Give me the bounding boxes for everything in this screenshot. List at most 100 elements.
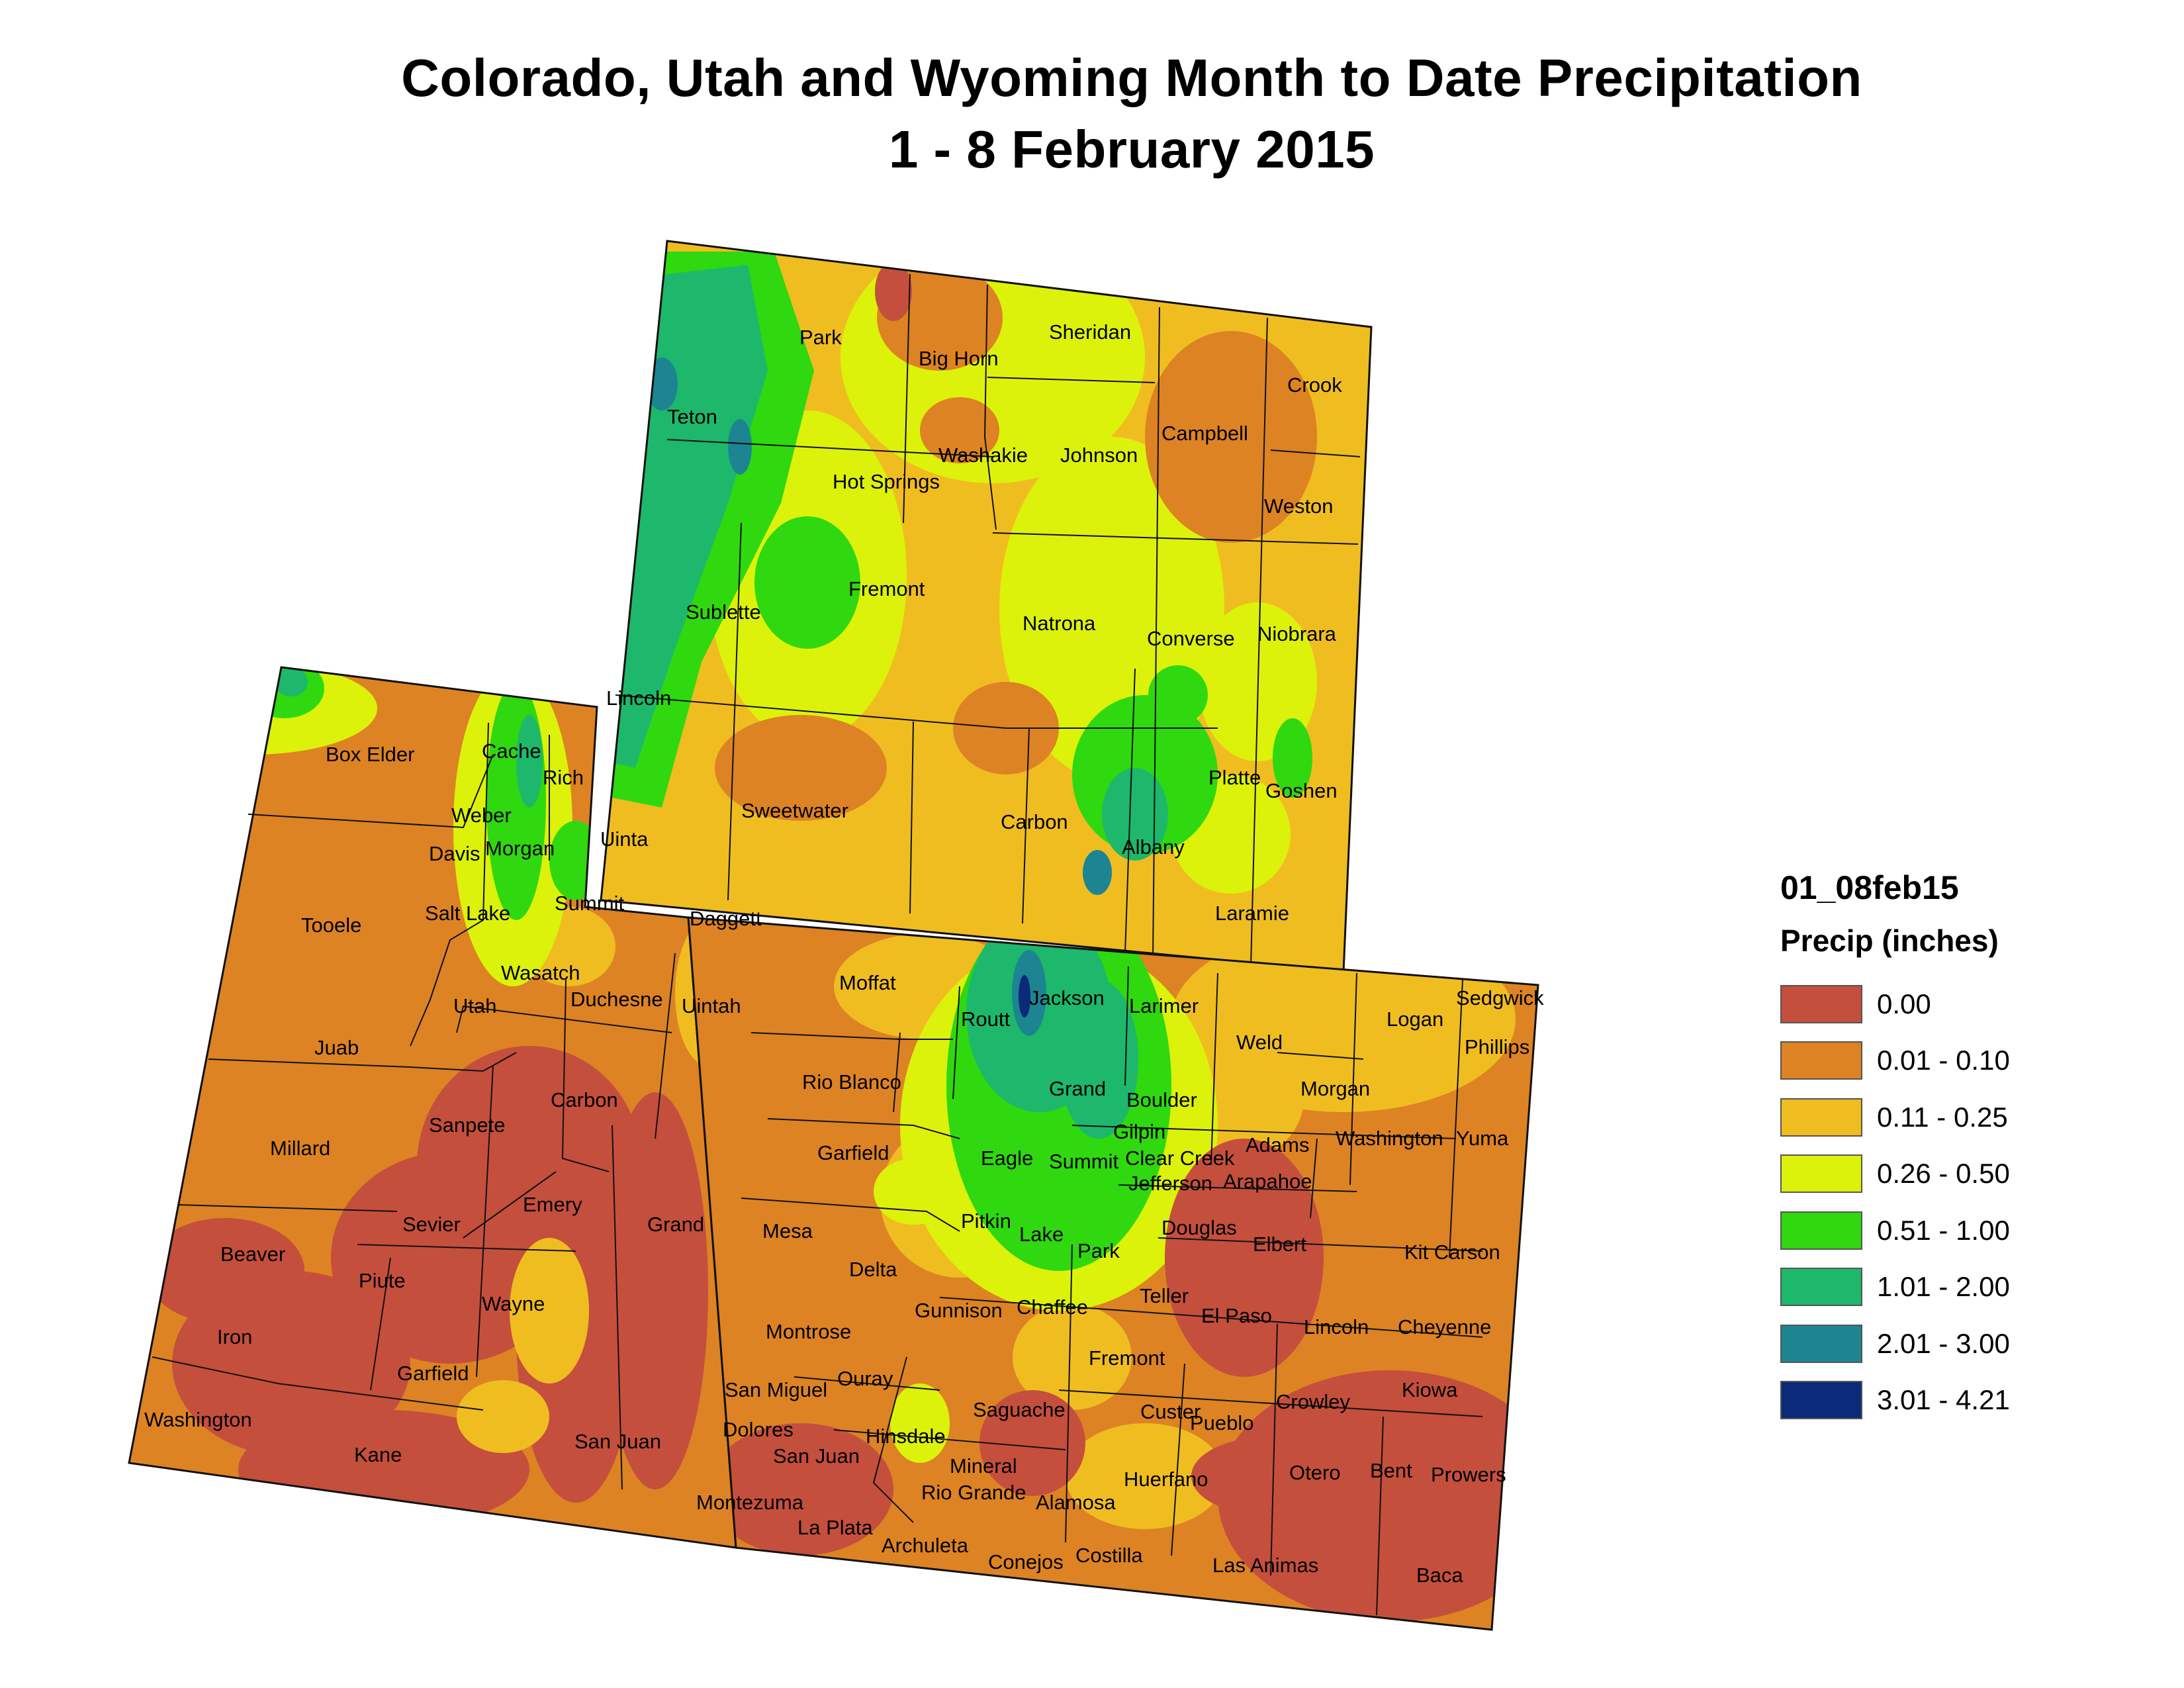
wyoming-state	[600, 240, 1373, 973]
county-label: Washington	[144, 1408, 252, 1431]
county-label: Carbon	[1001, 810, 1068, 833]
county-label: Crowley	[1276, 1390, 1350, 1413]
county-label: Iron	[217, 1325, 252, 1348]
county-label: Garfield	[817, 1141, 889, 1164]
county-label: Duchesne	[570, 988, 663, 1011]
map-subtitle: 1 - 8 February 2015	[888, 120, 1375, 179]
legend-field-name: Precip (inches)	[1780, 923, 1999, 958]
legend-item: 2.01 - 3.00	[1780, 1315, 2010, 1372]
county-label: Elbert	[1253, 1233, 1306, 1256]
county-label: Hinsdale	[866, 1425, 946, 1448]
county-label: Moffat	[839, 971, 896, 994]
county-label: Wasatch	[501, 961, 580, 984]
county-label: Park	[1077, 1239, 1120, 1262]
legend-label: 0.01 - 0.10	[1877, 1045, 2010, 1076]
county-label: Johnson	[1060, 444, 1138, 467]
county-label: Rio Blanco	[802, 1070, 901, 1094]
county-label: Morgan	[485, 837, 555, 860]
county-label: Piute	[359, 1269, 406, 1292]
county-label: Otero	[1289, 1461, 1341, 1484]
county-label: Sedgwick	[1456, 986, 1544, 1009]
county-label: Fremont	[848, 577, 925, 600]
county-label: Mineral	[950, 1454, 1017, 1477]
county-label: Costilla	[1075, 1544, 1143, 1567]
county-label: Washakie	[938, 444, 1028, 467]
county-label: Beaver	[220, 1243, 285, 1266]
county-label: Gunnison	[915, 1299, 1003, 1322]
county-label: Crook	[1287, 373, 1342, 397]
county-label: Routt	[961, 1008, 1010, 1031]
county-label: Arapahoe	[1223, 1170, 1312, 1193]
county-label: Ouray	[837, 1367, 893, 1390]
county-label: La Plata	[797, 1516, 874, 1539]
legend-swatch	[1780, 1211, 1862, 1250]
legend-swatch	[1780, 1268, 1862, 1307]
legend-label: 0.26 - 0.50	[1877, 1158, 2010, 1190]
county-label: San Juan	[773, 1444, 860, 1468]
county-label: Sevier	[402, 1213, 461, 1236]
county-label: Goshen	[1265, 779, 1338, 802]
legend-label: 3.01 - 4.21	[1877, 1384, 2010, 1416]
legend-item: 0.51 - 1.00	[1780, 1202, 2010, 1259]
county-label: Laramie	[1215, 902, 1289, 925]
county-label: Montrose	[766, 1320, 851, 1343]
county-label: Lincoln	[606, 686, 671, 710]
county-label: Douglas	[1161, 1216, 1237, 1239]
county-label: Chaffee	[1017, 1295, 1088, 1319]
county-label: Baca	[1416, 1564, 1463, 1587]
county-label: Custer	[1140, 1400, 1201, 1423]
county-label: San Juan	[574, 1430, 661, 1453]
legend-swatch	[1780, 1098, 1862, 1137]
county-label: Sublette	[686, 600, 761, 624]
county-label: Grand	[1049, 1077, 1106, 1100]
county-label: Platte	[1208, 766, 1261, 789]
county-label: Natrona	[1023, 612, 1096, 635]
county-label: Utah	[453, 994, 496, 1017]
county-label: Kit Carson	[1404, 1241, 1500, 1264]
map-legend: 01_08feb15 Precip (inches) 0.00 0.01 - 0…	[1780, 868, 2010, 1429]
county-label: Big Horn	[919, 347, 999, 370]
legend-label: 1.01 - 2.00	[1877, 1271, 2010, 1303]
legend-label: 0.51 - 1.00	[1877, 1214, 2010, 1246]
county-label: Rich	[543, 766, 584, 789]
legend-label: 0.11 - 0.25	[1877, 1101, 2008, 1133]
county-label: Carbon	[551, 1088, 618, 1111]
county-label: Albany	[1122, 835, 1185, 859]
county-label: Jefferson	[1128, 1172, 1212, 1195]
map-title: Colorado, Utah and Wyoming Month to Date…	[401, 48, 1862, 107]
county-label: Salt Lake	[425, 902, 510, 925]
county-label: Sanpete	[429, 1113, 506, 1137]
county-label: Juab	[314, 1036, 359, 1059]
county-label: Gilpin	[1113, 1120, 1165, 1143]
county-label: Eagle	[981, 1147, 1033, 1170]
county-label: Cache	[482, 739, 541, 763]
county-label: Summit	[1049, 1150, 1118, 1173]
county-label: Kiowa	[1402, 1378, 1458, 1401]
legend-item: 0.01 - 0.10	[1780, 1033, 2010, 1090]
legend-item: 1.01 - 2.00	[1780, 1259, 2010, 1316]
county-label: San Miguel	[725, 1378, 827, 1401]
county-label: Niobrara	[1257, 622, 1337, 645]
county-label: Uinta	[600, 827, 649, 851]
legend-swatch	[1780, 984, 1862, 1023]
county-label: Wayne	[482, 1292, 545, 1315]
legend-label: 0.00	[1877, 988, 1931, 1019]
county-label: Adams	[1246, 1133, 1309, 1156]
county-label: Yuma	[1456, 1127, 1509, 1150]
county-label: Boulder	[1126, 1088, 1197, 1111]
county-label: Bent	[1370, 1459, 1412, 1482]
county-label: Emery	[523, 1193, 582, 1216]
county-label: Teller	[1140, 1284, 1189, 1307]
county-label: Tooele	[301, 914, 361, 937]
legend-label: 2.01 - 3.00	[1877, 1327, 2010, 1359]
county-label: Larimer	[1129, 994, 1199, 1017]
county-label: Weld	[1236, 1031, 1283, 1054]
county-label: Sweetwater	[741, 799, 848, 822]
county-label: Fremont	[1089, 1346, 1165, 1370]
county-label: Morgan	[1300, 1077, 1370, 1100]
county-label: Clear Creek	[1125, 1147, 1235, 1170]
county-label: Kane	[354, 1443, 402, 1466]
county-label: Phillips	[1465, 1035, 1529, 1058]
county-label: Lake	[1019, 1223, 1064, 1246]
